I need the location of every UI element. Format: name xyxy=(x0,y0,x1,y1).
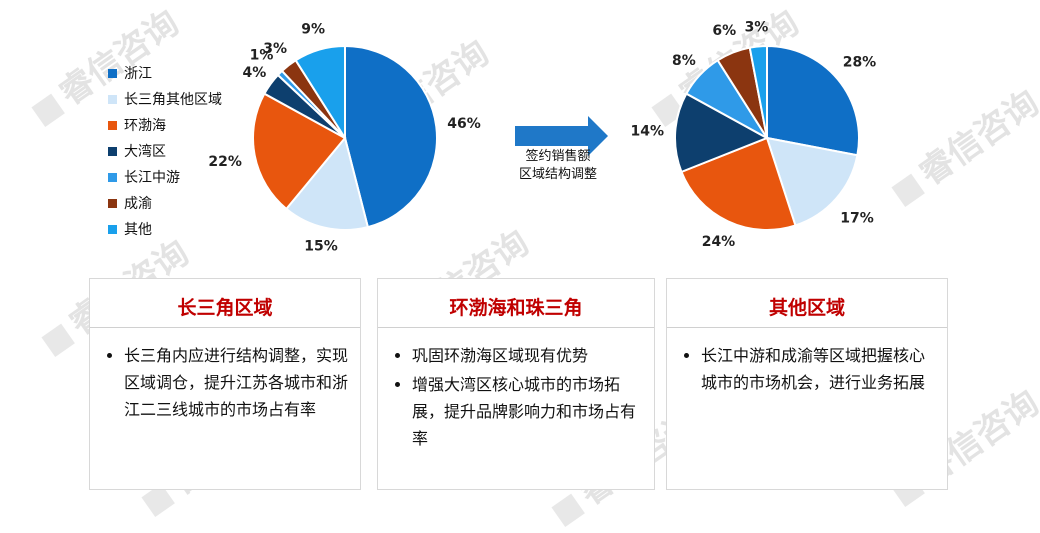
bullet-item: 长三角内应进行结构调整，实现区域调仓，提升江苏各城市和浙江二三线城市的市场占有率 xyxy=(124,342,350,423)
pie-data-label: 15% xyxy=(304,238,338,254)
pie-slice xyxy=(674,92,770,174)
pie-data-label: 22% xyxy=(208,154,242,170)
pie-slice xyxy=(344,44,438,229)
legend-label: 浙江 xyxy=(124,66,152,82)
pie-slice xyxy=(294,44,346,142)
bullet-item: 长江中游和成渝等区域把握核心城市的市场机会，进行业务拓展 xyxy=(701,342,937,396)
legend-item: 其他 xyxy=(108,216,222,242)
panel-title: 其他区域 xyxy=(768,297,845,319)
legend-item: 大湾区 xyxy=(108,138,222,164)
panel-yangtze-delta: 长三角区域 长三角内应进行结构调整，实现区域调仓，提升江苏各城市和浙江二三线城市… xyxy=(89,278,361,490)
divider xyxy=(90,327,360,328)
divider xyxy=(378,327,654,328)
pie-data-label: 24% xyxy=(702,234,736,250)
legend-label: 长江中游 xyxy=(124,170,180,186)
arrow-icon xyxy=(515,116,608,156)
legend-item: 浙江 xyxy=(108,60,222,86)
legend-label: 大湾区 xyxy=(124,144,166,160)
charts-canvas: 46%15%22%4%1%3%9% 28%17%24%14%8%6% 3% xyxy=(208,19,876,255)
legend-swatch xyxy=(108,94,117,104)
legend-swatch xyxy=(108,172,117,182)
pie-data-label: 6% xyxy=(712,23,736,39)
panel-other-regions: 其他区域 长江中游和成渝等区域把握核心城市的市场机会，进行业务拓展 xyxy=(666,278,948,490)
legend-swatch xyxy=(108,146,117,156)
pie-data-label: 3% xyxy=(745,19,769,35)
panel-title: 长三角区域 xyxy=(177,297,273,319)
legend-swatch xyxy=(108,120,117,130)
pie-chart-after: 28% 17% 24% 14% 8% 6% 3% xyxy=(630,19,876,250)
legend-item: 成渝 xyxy=(108,190,222,216)
panel-title: 环渤海和珠三角 xyxy=(449,297,583,319)
arrow-label-line2: 区域结构调整 xyxy=(518,167,597,182)
legend-swatch xyxy=(108,198,117,208)
pie-slice xyxy=(252,92,347,211)
pie-slice xyxy=(766,44,860,157)
pie-data-label: 28% xyxy=(843,55,877,71)
pie-slice xyxy=(284,135,370,231)
bullet-item: 增强大湾区核心城市的市场拓展，提升品牌影响力和市场占有率 xyxy=(412,371,644,452)
bullet-list: 长三角内应进行结构调整，实现区域调仓，提升江苏各城市和浙江二三线城市的市场占有率 xyxy=(90,342,360,423)
divider xyxy=(667,327,947,328)
pie-data-label: 17% xyxy=(840,210,874,226)
pie-chart-before: 46% 15% 22% 4%1%3% 9% xyxy=(208,22,480,255)
arrow-label: 签约销售额 区域结构调整 xyxy=(498,148,618,184)
pie-data-label: 3% xyxy=(263,41,287,57)
pie-slice xyxy=(765,136,859,227)
panel-bohai-prd: 环渤海和珠三角 巩固环渤海区域现有优势 增强大湾区核心城市的市场拓展，提升品牌影… xyxy=(377,278,655,490)
legend-item: 长三角其他区域 xyxy=(108,86,222,112)
bullet-list: 巩固环渤海区域现有优势 增强大湾区核心城市的市场拓展，提升品牌影响力和市场占有率 xyxy=(378,342,654,452)
pie-data-label: 4% xyxy=(242,65,266,81)
bullet-item: 巩固环渤海区域现有优势 xyxy=(412,342,644,369)
legend-item: 环渤海 xyxy=(108,112,222,138)
bullet-list: 长江中游和成渝等区域把握核心城市的市场机会，进行业务拓展 xyxy=(667,342,947,396)
legend-item: 长江中游 xyxy=(108,164,222,190)
legend-label: 成渝 xyxy=(124,196,152,212)
arrow-label-line1: 签约销售额 xyxy=(525,149,591,164)
legend-swatch xyxy=(108,224,117,234)
legend-label: 其他 xyxy=(124,222,152,238)
legend-swatch xyxy=(108,68,117,78)
pie-data-label: 14% xyxy=(630,123,664,139)
legend-label: 环渤海 xyxy=(124,118,166,134)
pie-data-label: 8% xyxy=(672,53,696,69)
legend: 浙江长三角其他区域 环渤海大湾区长江中游成渝其他 xyxy=(108,60,222,242)
pie-data-label: 9% xyxy=(301,22,325,38)
legend-label: 长三角其他区域 xyxy=(124,92,222,108)
pie-data-label: 1% xyxy=(250,48,274,64)
pie-slice xyxy=(748,44,768,139)
pie-data-label: 46% xyxy=(447,116,481,132)
